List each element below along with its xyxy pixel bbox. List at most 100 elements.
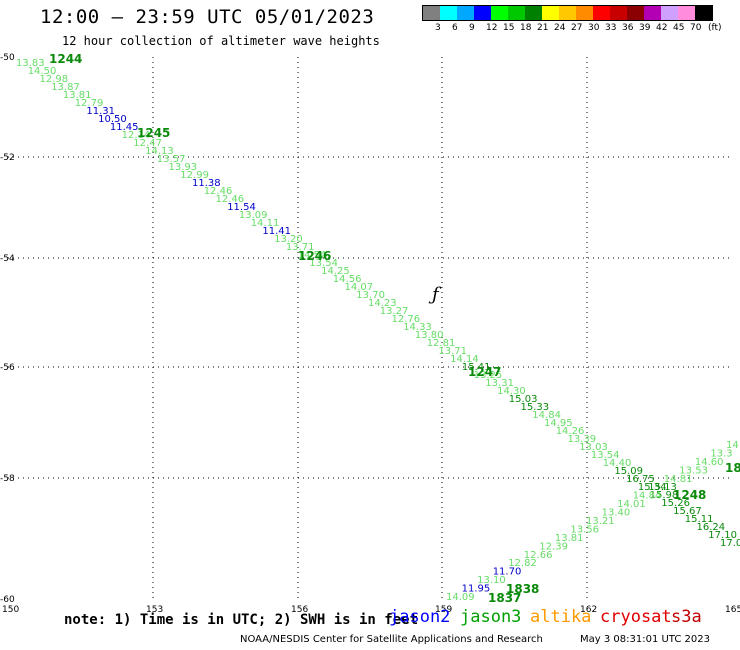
swh-value-label: 13.09 [239,210,268,221]
swh-value-label: 12.99 [180,170,209,181]
swh-value-label: 13.27 [380,306,409,317]
legend-swatch [440,6,457,20]
swh-value-label: 13.03 [579,442,608,453]
swh-value-label: 13.20 [274,234,303,245]
legend-swatch [474,6,491,20]
lat-tick-label: -60 [0,595,15,605]
swh-value-label: 13.10 [477,575,506,586]
swh-value-label: 12.39 [539,541,568,552]
swh-value-label: 14.95 [544,418,573,429]
swh-value-label: 13.71 [286,242,315,253]
lon-tick-label: 156 [291,605,308,615]
lon-tick-label: 162 [580,605,597,615]
pass-number-label: 1246 [298,249,331,263]
swh-value-label: 14.01 [617,499,646,510]
swh-value-label: 13.71 [438,346,467,357]
lon-tick-label: 165 [725,605,740,615]
swh-value-label: 13.57 [157,154,186,165]
pass-number-label: 1247 [468,365,501,379]
swh-value-label: 13.81 [63,90,92,101]
swh-value-label: 11.70 [493,567,522,578]
swh-value-label: 13.40 [602,508,631,519]
swh-value-label: 13.80 [415,330,444,341]
swh-value-label: 14.40 [603,458,632,469]
swh-value-label: 12.81 [427,338,456,349]
swh-value-label: 13.21 [586,516,615,527]
swh-value-label: 15.67 [673,506,702,517]
pass-number-label: 1838 [506,582,539,596]
mission-name: jason3 [460,607,522,627]
legend-label: 36 [622,23,634,33]
legend-label: 24 [554,23,566,33]
axis-ticks: 150 153 156 159 162 165 -50 -52 -54 -56 -58 -60 [0,53,740,615]
swh-value-label: 14.33 [403,322,432,333]
pass-number-label: 1248 [673,488,706,502]
credit-text: NOAA/NESDIS Center for Satellite Applica… [240,634,543,645]
legend-swatch [593,6,610,20]
swh-value-label: 14.26 [556,426,585,437]
track-1-labels: 13.8314.5012.9813.8713.8112.7911.3110.50… [16,58,740,549]
lon-tick-label: 159 [435,605,452,615]
swh-value-label: 14.56 [333,274,362,285]
swh-value-label: 13.83 [16,58,45,69]
swh-value-label: 15.41 [462,362,491,373]
legend-label: 39 [639,23,651,33]
swh-value-label: 15.26 [661,498,690,509]
legend-label: 18 [520,23,532,33]
swh-value-label: 15.13 [648,482,677,493]
legend-swatch [508,6,525,20]
swh-value-label: 12.82 [508,558,537,569]
legend-label: 6 [452,23,458,33]
swh-value-label: 13.81 [555,533,584,544]
swh-value-label: 17.10 [708,530,737,541]
legend-label: 45 [673,23,685,33]
track-2-labels: 14.0911.9513.1011.7012.8212.6612.3913.81… [446,440,739,603]
swh-value-label: 12.46 [204,186,233,197]
swh-value-label: 14.84 [532,410,561,421]
swh-value-label: 14.60 [695,457,724,468]
swh-value-label: 14.14 [450,354,479,365]
legend-unit: (ft) [708,23,722,33]
legend-swatch [644,6,661,20]
swh-value-label: 12.66 [524,550,553,561]
swh-value-label: 12.98 [40,74,69,85]
swh-value-label: 12.47 [133,138,162,149]
legend-labels: 3 6 9 12 15 18 21 24 27 30 33 36 39 42 45 70 (ft) [422,21,722,35]
swh-value-label: 13.70 [356,290,385,301]
swh-value-label: 17.0 [720,538,740,549]
swh-value-label: 11.45 [110,122,139,133]
legend-swatch [525,6,542,20]
swh-value-label: 13.56 [570,524,599,535]
swh-value-label: 15.11 [685,514,714,525]
lat-tick-label: -50 [0,53,15,63]
swh-value-label: 16.75 [626,474,655,485]
lat-tick-label: -58 [0,474,15,484]
legend-swatch [661,6,678,20]
swh-value-label: 13.54 [591,450,620,461]
swh-color-legend: 3 6 9 12 15 18 21 24 27 30 33 36 39 42 45 70 (ft) [422,5,722,35]
lat-tick-label: -56 [0,363,15,373]
pass-number-label: 1245 [137,126,170,140]
timestamp-text: May 3 08:31:01 UTC 2023 [580,634,710,645]
legend-swatch [576,6,593,20]
swh-value-label: 14.81 [664,474,693,485]
swh-value-label: 12.14 [122,130,151,141]
pass-number-label: 1244 [49,52,82,66]
map-subtitle: 12 hour collection of altimeter wave hei… [62,34,380,48]
swh-value-label: 12.76 [392,314,421,325]
pass-number-label: 18 [725,461,740,475]
legend-swatch [678,6,695,20]
swh-value-label: 13.87 [51,82,80,93]
legend-swatch [457,6,474,20]
legend-label: 15 [503,23,515,33]
swh-value-label: 11.31 [86,106,115,117]
swh-value-label: 14.13 [145,146,174,157]
legend-label: 21 [537,23,549,33]
swh-value-label: 14.23 [368,298,397,309]
swh-value-label: 12.46 [216,194,245,205]
legend-label: 42 [656,23,668,33]
swh-value-label: 15.09 [614,466,643,477]
swh-value-label: 13.39 [568,434,597,445]
swh-value-label: 14.50 [28,66,57,77]
